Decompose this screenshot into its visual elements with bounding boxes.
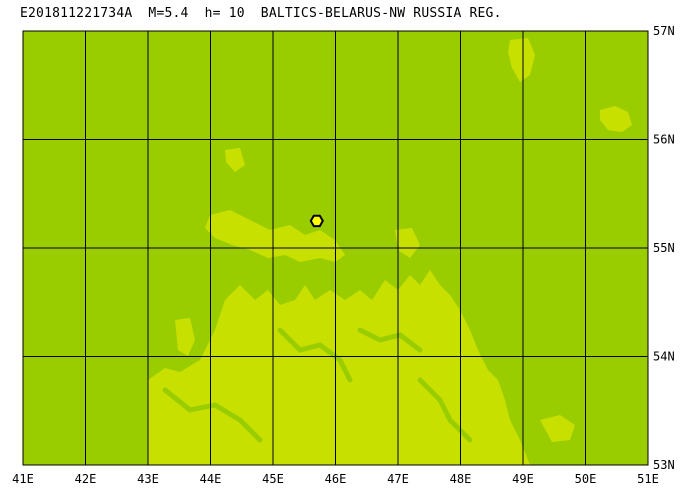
graticule-labels: 41E 42E 43E 44E 45E 46E 47E 48E 49E 50E 51E 57N 56N 5… — [12, 24, 675, 486]
lat-tick-label: 53N — [653, 458, 675, 472]
lon-tick-label: 43E — [137, 472, 159, 486]
upland-ne-patch — [508, 38, 535, 82]
valley-2 — [277, 327, 353, 383]
graticule — [22, 30, 649, 466]
lat-tick-label: 57N — [653, 24, 675, 38]
upland-west-patch — [175, 318, 195, 356]
lon-tick-label: 44E — [200, 472, 222, 486]
upland-e-patch — [600, 106, 632, 132]
epicenter-hexagon-icon[interactable] — [309, 214, 324, 228]
lon-tick-label: 45E — [262, 472, 284, 486]
lon-tick-label: 41E — [12, 472, 34, 486]
lon-tick-label: 50E — [575, 472, 597, 486]
lat-tick-label: 56N — [653, 133, 675, 147]
lon-tick-label: 46E — [325, 472, 347, 486]
upland-center-north — [225, 148, 245, 172]
upland-central-ridge — [205, 210, 345, 262]
map-title: E201811221734A M=5.4 h= 10 BALTICS-BELAR… — [20, 6, 502, 21]
upland-terrain — [148, 38, 632, 465]
lon-tick-label: 51E — [637, 472, 659, 486]
lon-tick-label: 48E — [450, 472, 472, 486]
lat-tick-label: 55N — [653, 241, 675, 255]
lon-tick-label: 49E — [512, 472, 534, 486]
upland-se-patch — [540, 415, 575, 442]
lon-tick-label: 47E — [387, 472, 409, 486]
upland-mid-patch — [395, 228, 420, 258]
lon-tick-label: 42E — [75, 472, 97, 486]
upland-south-mass — [148, 270, 530, 465]
lat-tick-label: 54N — [653, 350, 675, 364]
valley-1 — [162, 387, 263, 443]
valley-4 — [357, 327, 423, 353]
